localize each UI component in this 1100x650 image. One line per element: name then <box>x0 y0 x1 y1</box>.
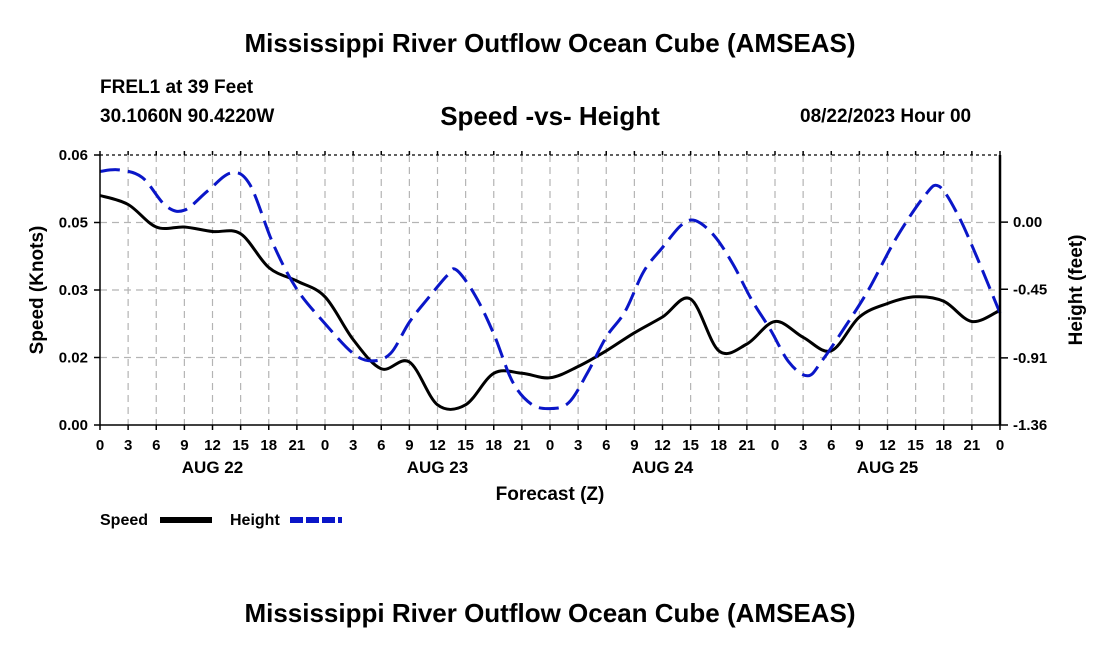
x-tick-label: 12 <box>429 437 446 454</box>
x-tick-label: 18 <box>485 437 502 454</box>
x-tick-label: 12 <box>204 437 221 454</box>
x-tick-label: 0 <box>771 437 779 454</box>
y-tick-label: 0.05 <box>59 215 88 232</box>
x-tick-label: 6 <box>827 437 835 454</box>
x-day-label: AUG 24 <box>632 458 694 477</box>
speed-height-chart: 0 3 6 9 12 15 18 21 0 3 6 9 12 15 18 21 0 3 6 9 12 15 18 21 0 3 6 9… <box>27 147 1087 529</box>
x-tick-label: 15 <box>682 437 699 454</box>
coordinates-label: 30.1060N 90.4220W <box>100 106 275 127</box>
station-label: FREL1 at 39 Feet <box>100 77 254 98</box>
x-day-label: AUG 23 <box>407 458 468 477</box>
series <box>99 168 1002 411</box>
x-day-label: AUG 25 <box>857 458 918 477</box>
y2-axis-label: Height (feet) <box>1066 235 1087 346</box>
x-tick-label: 6 <box>377 437 385 454</box>
y2-tick-label: -0.91 <box>1013 350 1047 367</box>
x-tick-label: 6 <box>602 437 610 454</box>
x-tick-label: 3 <box>574 437 582 454</box>
footer-title: Mississippi River Outflow Ocean Cube (AM… <box>244 598 856 628</box>
x-tick-label: 3 <box>799 437 807 454</box>
x-tick-label: 3 <box>124 437 132 454</box>
x-tick-label: 12 <box>879 437 896 454</box>
ticks: 0 3 6 9 12 15 18 21 0 3 6 9 12 15 18 21 0 3 6 9 12 15 18 21 0 3 6 9… <box>59 147 1047 477</box>
series-line-speed <box>99 194 1001 411</box>
y2-tick-label: 0.00 <box>1013 214 1042 231</box>
y-tick-label: 0.02 <box>59 350 88 367</box>
x-tick-label: 21 <box>739 437 756 454</box>
x-day-label: AUG 22 <box>182 458 243 477</box>
y-axis-label: Speed (Knots) <box>27 226 48 355</box>
x-tick-label: 15 <box>232 437 249 454</box>
x-tick-label: 0 <box>96 437 104 454</box>
grid <box>100 155 1000 425</box>
x-tick-label: 21 <box>514 437 531 454</box>
y-tick-label: 0.06 <box>59 147 88 164</box>
forecast-date-label: 08/22/2023 Hour 00 <box>800 106 972 127</box>
chart-main-title: Mississippi River Outflow Ocean Cube (AM… <box>244 28 856 58</box>
legend: Speed Height <box>100 512 342 529</box>
x-tick-label: 0 <box>546 437 554 454</box>
y-tick-label: 0.03 <box>59 282 88 299</box>
x-tick-label: 12 <box>654 437 671 454</box>
y2-tick-label: -0.45 <box>1013 281 1047 298</box>
x-tick-label: 0 <box>321 437 329 454</box>
x-tick-label: 18 <box>710 437 727 454</box>
x-axis-label: Forecast (Z) <box>496 484 605 505</box>
x-tick-label: 9 <box>630 437 638 454</box>
x-tick-label: 15 <box>457 437 474 454</box>
x-tick-label: 9 <box>180 437 188 454</box>
x-tick-label: 9 <box>405 437 413 454</box>
x-tick-label: 18 <box>260 437 277 454</box>
x-tick-label: 18 <box>935 437 952 454</box>
legend-label-speed: Speed <box>100 512 148 529</box>
y2-tick-label: -1.36 <box>1013 417 1047 434</box>
x-tick-label: 9 <box>855 437 863 454</box>
x-tick-label: 21 <box>289 437 306 454</box>
y-tick-label: 0.00 <box>59 417 88 434</box>
x-tick-label: 15 <box>907 437 924 454</box>
chart-subtitle: Speed -vs- Height <box>440 101 660 131</box>
x-tick-label: 3 <box>349 437 357 454</box>
x-tick-label: 21 <box>964 437 981 454</box>
x-tick-label: 6 <box>152 437 160 454</box>
series-line-height <box>99 168 1002 411</box>
x-tick-label: 0 <box>996 437 1004 454</box>
legend-label-height: Height <box>230 512 280 529</box>
